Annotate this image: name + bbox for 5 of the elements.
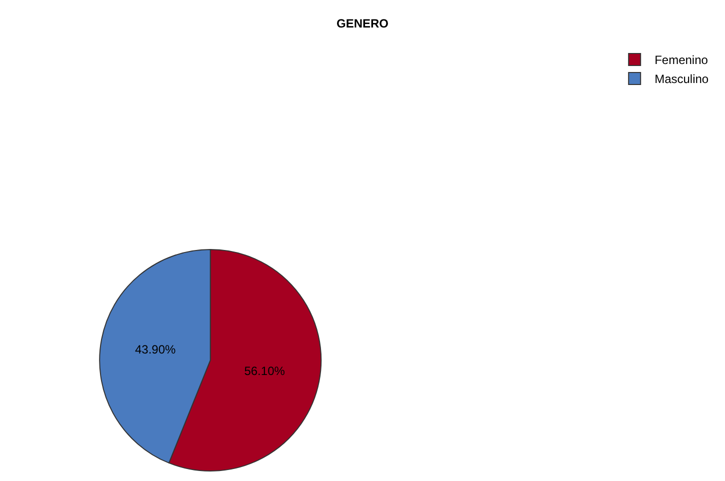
legend-label: Masculino — [654, 72, 709, 86]
data-label: 43.90% — [134, 342, 176, 357]
data-label: 56.10% — [244, 364, 286, 378]
chart-title: GENERO — [336, 16, 389, 31]
legend-label: Femenino — [654, 53, 708, 68]
